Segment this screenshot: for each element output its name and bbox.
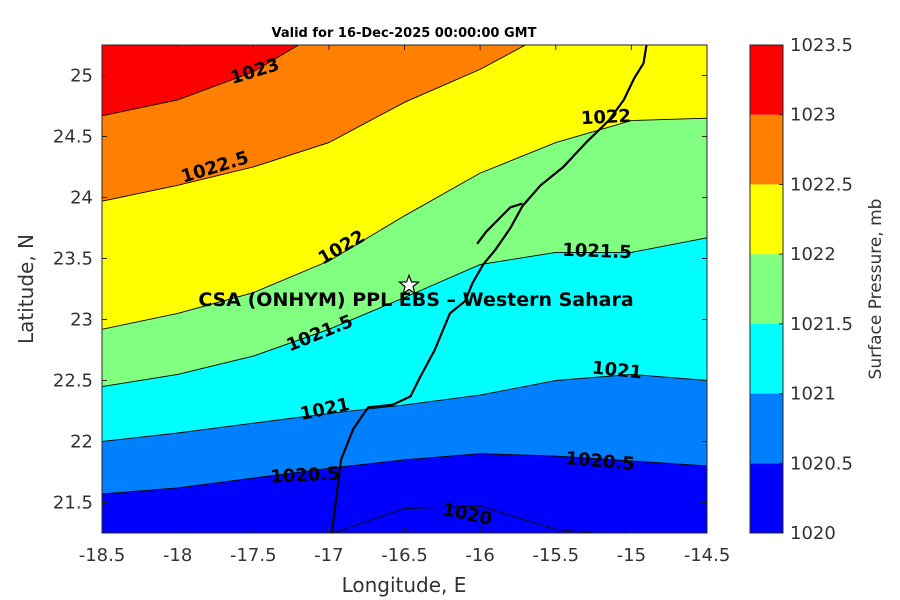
colorbar-tick-label: 1021.5 — [790, 314, 853, 335]
contour-label-1022b: 1022 — [580, 106, 631, 130]
contour-line-1022 — [102, 117, 707, 330]
y-axis-ticks: 21.5 22 22.5 23 23.5 24 24.5 25 — [53, 66, 707, 514]
x-tick-label: -17.5 — [230, 545, 277, 566]
contour-line-1020 — [333, 505, 594, 533]
x-tick-label: -16 — [465, 545, 494, 566]
site-star-marker — [397, 273, 421, 295]
colorbar-tick-label: 1022 — [790, 244, 836, 265]
x-tick-label: -16.5 — [381, 545, 428, 566]
plot-area — [102, 45, 707, 533]
colorbar-tick-label: 1023.5 — [790, 35, 853, 56]
x-tick-label: -18 — [163, 545, 192, 566]
contour-label-1020-5: 1020.5 — [270, 463, 340, 488]
colorbar-label: Surface Pressure, mb — [866, 199, 886, 380]
x-tick-label: -18.5 — [79, 545, 126, 566]
colorbar-tick-label: 1023 — [790, 105, 836, 126]
peninsula-coastline — [476, 202, 523, 245]
y-tick-label: 22.5 — [53, 371, 93, 392]
colorbar-segment-1021-5 — [750, 254, 783, 324]
x-tick-label: -15.5 — [532, 545, 579, 566]
colorbar-segment-1021 — [750, 323, 783, 394]
contour-label-1021-5b: 1021.5 — [562, 240, 632, 263]
chart-title: Valid for 16-Dec-2025 00:00:00 GMT — [272, 26, 537, 41]
site-group: CSA (ONHYM) PPL EBS – Western Sahara — [198, 273, 634, 311]
y-tick-label: 23 — [70, 310, 93, 331]
colorbar: 1020 1020.5 1021 1021.5 1022 1022.5 1023 1023.5 — [749, 35, 853, 544]
x-axis-ticks: -18.5 -18 -17.5 -17 -16.5 -16 -15.5 -15 -14.5 — [79, 45, 731, 566]
colorbar-segment-1020-5 — [750, 393, 783, 464]
y-tick-label: 25 — [70, 66, 93, 87]
colorbar-frame — [749, 44, 784, 534]
y-tick-label: 24.5 — [53, 127, 93, 148]
x-axis-label: Longitude, E — [342, 573, 467, 597]
colorbar-segment-1022-5 — [750, 114, 783, 185]
y-tick-label: 23.5 — [53, 249, 93, 270]
y-tick-label: 21.5 — [53, 493, 93, 514]
colorbar-segment-1022 — [750, 184, 783, 255]
colorbar-tick-label: 1022.5 — [790, 174, 853, 195]
contour-line-1020-5 — [102, 453, 707, 495]
y-tick-label: 24 — [70, 188, 93, 209]
band-1023 — [102, 45, 299, 116]
x-tick-label: -15 — [617, 545, 646, 566]
contour-line-1022-5 — [102, 45, 526, 202]
contour-line-1023 — [102, 45, 299, 117]
contour-label-1021b: 1021 — [591, 357, 643, 383]
contour-line-1021 — [102, 373, 707, 442]
colorbar-tick-label: 1020 — [790, 523, 836, 544]
colorbar-tick-label: 1021 — [790, 384, 836, 405]
coastline — [330, 45, 648, 533]
colorbar-segment-1023 — [750, 45, 783, 115]
colorbar-segment-1020 — [750, 463, 783, 533]
y-tick-label: 22 — [70, 432, 93, 453]
colorbar-tick-label: 1020.5 — [790, 453, 853, 474]
y-axis-label: Latitude, N — [14, 234, 38, 344]
x-tick-label: -17 — [314, 545, 343, 566]
site-label: CSA (ONHYM) PPL EBS – Western Sahara — [198, 289, 633, 311]
contour-line-1021-5 — [102, 237, 707, 388]
x-tick-label: -14.5 — [684, 545, 731, 566]
